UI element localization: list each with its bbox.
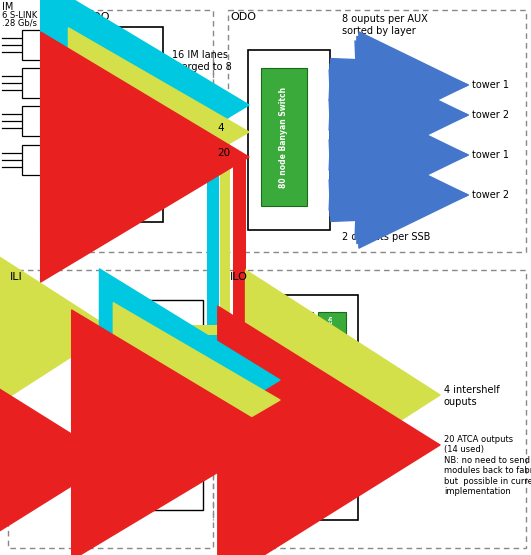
Bar: [207, 105, 219, 390]
Text: 20 ATCA inputs
(14 used): 20 ATCA inputs (14 used): [14, 445, 88, 467]
Bar: [115, 300, 203, 367]
Bar: [228, 270, 526, 548]
Bar: [22, 145, 52, 175]
Text: 4 intershelf
ouputs: 4 intershelf ouputs: [444, 385, 500, 407]
Bar: [8, 270, 213, 548]
Bar: [22, 68, 52, 98]
Text: 16 IM lanes
merged to 8: 16 IM lanes merged to 8: [172, 50, 232, 72]
Bar: [163, 99, 213, 111]
Bar: [163, 150, 239, 164]
Text: 20 ATCA outputs
(14 used)
NB: no need to send
modules back to fabric,
but  possi: 20 ATCA outputs (14 used) NB: no need to…: [444, 435, 531, 496]
Text: 80 node Banyan Switch: 80 node Banyan Switch: [296, 316, 302, 398]
Text: ILO: ILO: [230, 272, 248, 282]
Bar: [68, 10, 213, 252]
Bar: [318, 312, 346, 402]
Text: tower 1: tower 1: [472, 80, 509, 90]
Bar: [278, 295, 358, 520]
Text: ODO: ODO: [230, 12, 256, 22]
Text: tower 1: tower 1: [472, 150, 509, 160]
Text: 4: 4: [217, 123, 224, 133]
Text: 4 intershelf
inputs: 4 intershelf inputs: [14, 312, 70, 334]
Text: 20: 20: [217, 148, 230, 158]
Bar: [163, 325, 225, 335]
Text: 6 S-LINK inputs: 6 S-LINK inputs: [2, 11, 66, 20]
Text: 2 outputs per SSB: 2 outputs per SSB: [342, 232, 430, 242]
Bar: [115, 415, 203, 510]
Text: ILI: ILI: [10, 272, 23, 282]
Text: .28 Gb/s: .28 Gb/s: [2, 19, 37, 28]
Bar: [88, 27, 163, 222]
Text: tower 2: tower 2: [472, 190, 509, 200]
Bar: [233, 157, 245, 450]
Bar: [285, 312, 313, 402]
Text: tower 2: tower 2: [472, 110, 509, 120]
Bar: [228, 10, 526, 252]
Text: 80 node Banyan Switch: 80 node Banyan Switch: [279, 87, 288, 188]
Bar: [22, 30, 52, 60]
Bar: [22, 106, 52, 136]
Text: 8 ouputs per AUX
sorted by layer: 8 ouputs per AUX sorted by layer: [342, 14, 428, 36]
Bar: [163, 127, 225, 137]
Text: 80 node Banyan Switch: 80 node Banyan Switch: [330, 316, 335, 398]
Text: IDO: IDO: [90, 12, 110, 22]
Bar: [261, 68, 307, 206]
Bar: [163, 453, 239, 467]
Bar: [248, 50, 330, 230]
Text: IM: IM: [2, 2, 13, 12]
Bar: [220, 132, 230, 410]
